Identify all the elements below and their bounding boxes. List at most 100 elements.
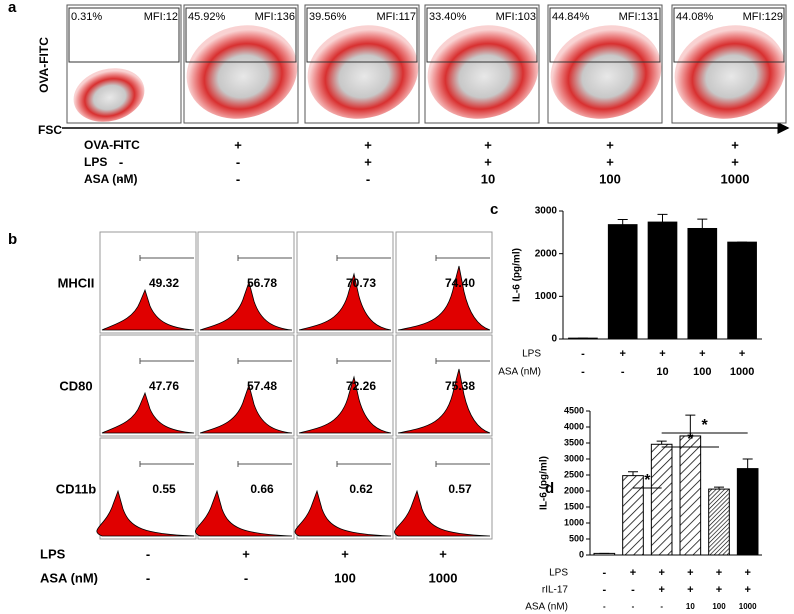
label: - — [631, 584, 635, 596]
label: IL-6 (pg/ml) — [539, 456, 550, 510]
label: + — [687, 584, 693, 596]
bar — [650, 443, 673, 556]
label: 3000 — [564, 453, 584, 463]
label: 74.40 — [445, 276, 475, 290]
label: + — [619, 348, 625, 360]
error-bar — [628, 471, 638, 476]
label: 49.32 — [149, 276, 179, 290]
label: 0.62 — [349, 482, 373, 496]
label: a — [8, 0, 17, 16]
label: 0.31% — [71, 11, 102, 23]
label: 10 — [656, 366, 668, 378]
label: 0.66 — [250, 482, 274, 496]
cell-cloud — [307, 25, 419, 119]
label: 100 — [599, 171, 621, 186]
histogram — [96, 489, 195, 537]
histogram — [294, 489, 392, 537]
label: ASA (nM) — [40, 570, 98, 585]
gate — [549, 7, 661, 63]
label: 0 — [579, 549, 584, 559]
label: 10 — [686, 602, 695, 611]
label: - — [236, 171, 240, 186]
bar — [679, 435, 702, 556]
label: + — [687, 567, 693, 579]
label: MFI:131 — [619, 11, 659, 23]
bar — [607, 224, 638, 340]
label: MFI:117 — [376, 11, 416, 23]
label: + — [341, 546, 349, 561]
label: MFI:136 — [255, 11, 295, 23]
label: 33.40% — [429, 11, 467, 23]
label: - — [119, 154, 123, 169]
cell-cloud — [186, 25, 298, 119]
label: - — [119, 171, 123, 186]
label: - — [602, 567, 606, 579]
histogram — [397, 265, 491, 331]
histogram — [394, 489, 491, 537]
gate — [673, 7, 785, 63]
cell-cloud — [73, 68, 145, 122]
label: + — [658, 584, 664, 596]
label: 2500 — [564, 469, 584, 479]
label: 4500 — [564, 405, 584, 415]
label: 4000 — [564, 421, 584, 431]
gate — [185, 7, 297, 63]
label: 44.84% — [552, 11, 590, 23]
label: + — [731, 137, 739, 152]
histogram — [101, 391, 195, 434]
label: + — [484, 154, 492, 169]
label: 100 — [334, 570, 356, 585]
label: + — [716, 567, 722, 579]
bar — [647, 221, 678, 340]
label: LPS — [40, 546, 66, 561]
cell-cloud — [427, 25, 539, 119]
label: 57.48 — [247, 379, 277, 393]
label: ASA (nM) — [525, 602, 568, 613]
label: FSC — [38, 123, 62, 137]
label: - — [146, 546, 150, 561]
label: LPS — [522, 349, 541, 360]
label: 1000 — [721, 171, 750, 186]
label: MFI:12 — [144, 11, 178, 23]
error-bar — [685, 414, 696, 436]
histogram — [199, 280, 293, 331]
label: 3500 — [564, 437, 584, 447]
label: + — [606, 137, 614, 152]
label: 0.55 — [152, 482, 176, 496]
label: * — [644, 472, 651, 489]
label: + — [364, 137, 372, 152]
label: 45.92% — [188, 11, 226, 23]
label: + — [716, 584, 722, 596]
error-bar — [657, 213, 668, 223]
label: 0.57 — [448, 482, 472, 496]
label: LPS — [84, 155, 107, 169]
bar — [687, 227, 718, 340]
label: 2000 — [564, 485, 584, 495]
label: * — [687, 431, 694, 448]
cell-cloud — [674, 25, 786, 119]
error-bar — [714, 486, 724, 490]
label: + — [739, 348, 745, 360]
histogram — [397, 368, 491, 434]
label: + — [484, 137, 492, 152]
label: 56.78 — [247, 276, 277, 290]
label: LPS — [549, 568, 568, 579]
bar — [708, 488, 730, 556]
error-bar — [742, 458, 753, 469]
label: 1000 — [739, 602, 757, 611]
label: 44.08% — [676, 11, 714, 23]
label: - — [244, 570, 248, 585]
label: 1000 — [429, 570, 458, 585]
label: + — [234, 137, 242, 152]
bar — [727, 241, 757, 340]
label: 100 — [693, 366, 711, 378]
label: MHCII — [58, 275, 95, 290]
label: b — [8, 231, 17, 248]
label: 47.76 — [149, 379, 179, 393]
label: CD80 — [59, 378, 92, 393]
label: d — [545, 480, 554, 497]
label: 70.73 — [346, 276, 376, 290]
label: + — [744, 567, 750, 579]
label: 75.38 — [445, 379, 475, 393]
